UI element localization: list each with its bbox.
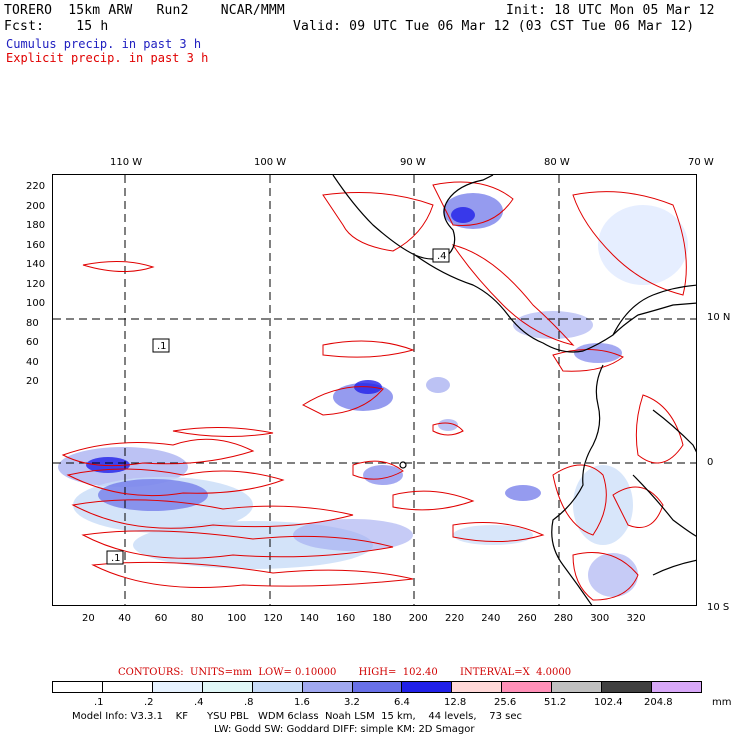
y-tick-label: 140 <box>26 259 46 270</box>
colorbar-tick-label: 102.4 <box>594 697 623 708</box>
y-tick-label: 120 <box>26 278 46 290</box>
contour-label-boxes <box>106 248 450 565</box>
colorbar-swatch <box>302 682 353 692</box>
x-tick-label: 220 <box>445 613 465 624</box>
x-tick-label: 60 <box>154 613 168 624</box>
x-tick-label: 120 <box>263 613 283 624</box>
explicit-precip-contours <box>61 181 687 601</box>
x-tick-label: 180 <box>372 613 392 624</box>
contour-label-2: .4 <box>437 251 447 262</box>
colorbar-swatch <box>102 682 153 692</box>
colorbar-swatch <box>502 682 553 692</box>
x-tick-label: 160 <box>336 613 356 624</box>
contour-label-1: .1 <box>157 341 167 352</box>
header-init-time: Init: 18 UTC Mon 05 Mar 12 <box>506 3 715 18</box>
lat-label-0: 0 <box>707 457 714 468</box>
map-canvas: .1 .4 .1 <box>53 175 696 605</box>
colorbar-swatch <box>252 682 303 692</box>
header-forecast-hour: Fcst: 15 h <box>4 19 109 34</box>
lon-label-80w: 80 W <box>544 157 570 168</box>
y-tick-label: 200 <box>26 200 46 212</box>
precip-colorbar <box>52 681 702 693</box>
colorbar-tick-label: 3.2 <box>344 697 360 708</box>
x-tick-label: 40 <box>118 613 132 624</box>
colorbar-swatch <box>53 682 103 692</box>
colorbar-swatch <box>452 682 503 692</box>
x-tick-label: 100 <box>227 613 247 624</box>
lon-label-100w: 100 W <box>254 157 287 168</box>
y-tick-label: 80 <box>26 317 39 329</box>
colorbar-swatch <box>602 682 653 692</box>
colorbar-tick-label: 51.2 <box>544 697 567 708</box>
colorbar-swatch <box>352 682 403 692</box>
colorbar-tick-label: 1.6 <box>294 697 310 708</box>
lat-lon-grid <box>53 175 696 605</box>
header-valid-time: Valid: 09 UTC Tue 06 Mar 12 (03 CST Tue … <box>293 19 695 34</box>
colorbar-tick-label: .2 <box>144 697 154 708</box>
contour-label-3: .1 <box>111 553 121 564</box>
lat-label-10n: 10 N <box>707 312 731 323</box>
colorbar-swatch <box>202 682 253 692</box>
colorbar-tick-label: 25.6 <box>494 697 517 708</box>
x-tick-label: 300 <box>590 613 610 624</box>
lat-label-10s: 10 S <box>707 602 730 613</box>
colorbar-swatch <box>152 682 203 692</box>
explicit-legend-text: Explicit precip. in past 3 h <box>6 51 209 65</box>
colorbar-swatch <box>552 682 603 692</box>
x-tick-label: 140 <box>299 613 319 624</box>
y-tick-label: 60 <box>26 337 39 348</box>
colorbar-tick-label: 204.8 <box>644 697 673 708</box>
x-tick-label: 320 <box>626 613 646 624</box>
y-tick-label: 100 <box>26 298 46 309</box>
precipitation-map: .1 .4 .1 <box>52 174 697 606</box>
x-tick-label: 20 <box>82 613 95 624</box>
model-info-line1: Model Info: V3.3.1 KF YSU PBL WDM 6class… <box>72 711 522 722</box>
x-tick-label: 240 <box>481 613 501 624</box>
header-title: TORERO 15km ARW Run2 NCAR/MMM <box>4 3 285 18</box>
colorbar-swatch <box>652 682 701 692</box>
colorbar-tick-label: .1 <box>94 697 104 708</box>
colorbar-units: mm <box>712 697 732 708</box>
x-tick-label: 200 <box>408 613 428 624</box>
y-tick-label: 40 <box>26 356 39 368</box>
lon-label-70w: 70 W <box>688 157 714 168</box>
lon-label-110w: 110 W <box>110 157 143 168</box>
colorbar-tick-label: 12.8 <box>444 697 467 708</box>
colorbar-tick-label: .8 <box>244 697 254 708</box>
y-tick-label: 20 <box>26 376 39 387</box>
cumulus-precip-shading <box>58 193 688 597</box>
y-tick-label: 220 <box>26 181 46 192</box>
y-tick-label: 180 <box>26 220 46 231</box>
x-tick-label: 80 <box>190 613 204 624</box>
lon-label-90w: 90 W <box>400 157 426 168</box>
y-tick-label: 160 <box>26 239 46 251</box>
colorbar-tick-label: 6.4 <box>394 697 410 708</box>
x-tick-label: 280 <box>553 613 573 624</box>
cumulus-legend-text: Cumulus precip. in past 3 h <box>6 37 202 51</box>
model-info-line2: LW: Godd SW: Goddard DIFF: simple KM: 2D… <box>214 724 475 735</box>
x-tick-label: 260 <box>517 613 537 624</box>
contours-summary: CONTOURS: UNITS=mm LOW= 0.10000 HIGH= 10… <box>118 667 572 678</box>
colorbar-swatch <box>402 682 453 692</box>
colorbar-tick-label: .4 <box>194 697 204 708</box>
